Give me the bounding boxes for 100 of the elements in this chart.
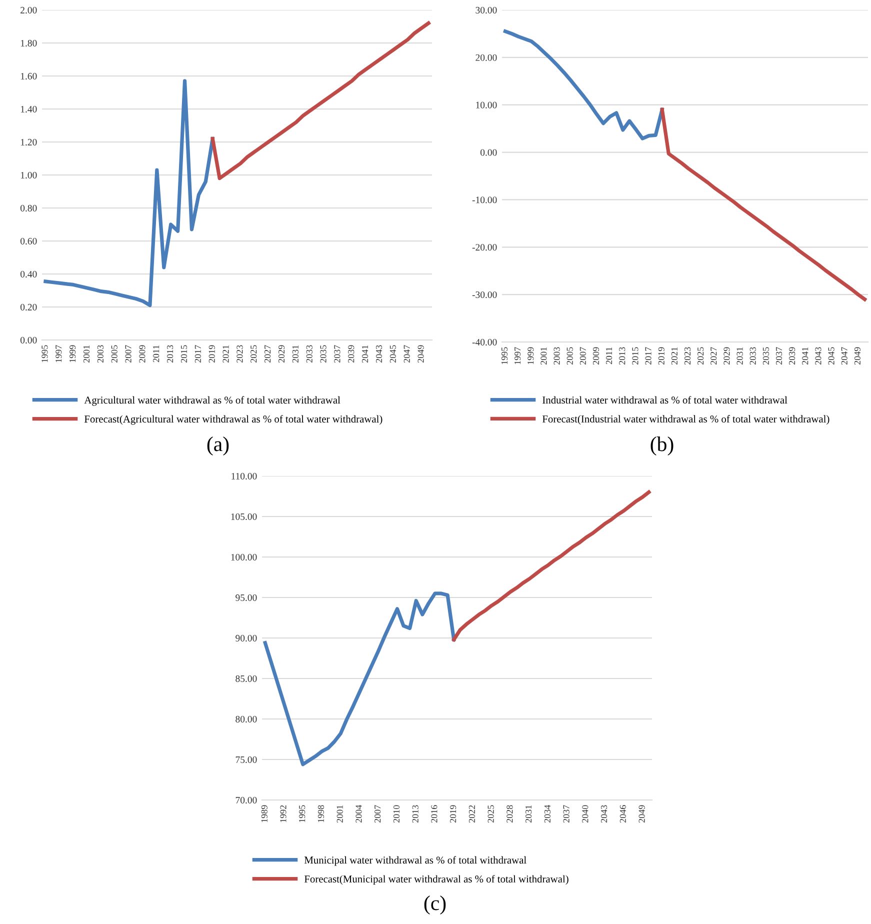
y-tick-label: 90.00 [236,634,257,642]
y-tick-label: -40.00 [472,338,497,346]
line-series [263,592,456,766]
x-tick-label: 2033 [750,347,756,365]
x-tick-label: 2023 [684,347,691,365]
x-tick-label: 2043 [815,347,822,365]
text: (c) [424,896,446,914]
x-tick-label: 1997 [514,347,521,364]
x-tick-label: 2028 [506,805,513,823]
x-tick-label: 2029 [724,347,730,365]
x-tick-label: 2035 [320,345,326,363]
x-tick-label: 1998 [318,805,324,822]
x-tick-label: 2009 [139,345,146,363]
x-tick-label: 2011 [153,345,160,362]
y-tick-label: 0.80 [20,204,37,212]
y-tick-label: 2.00 [20,6,37,14]
x-tick-label: 2005 [111,345,118,363]
y-tick-label: 70.00 [236,796,257,804]
text: (b) [650,436,674,456]
x-tick-label: 2019 [208,345,215,363]
x-tick-label: 2025 [488,805,494,823]
x-tick-label: 2007 [580,347,586,365]
x-tick-label: 1999 [70,345,76,362]
x-tick-label: 2045 [828,347,834,365]
y-tick-label: 0.00 [480,149,497,156]
text: (a) [207,436,229,456]
y-tick-label: 0.60 [20,238,37,245]
x-tick-label: 2031 [526,805,532,823]
x-tick-label: 2027 [710,347,717,365]
x-tick-label: 2017 [194,345,201,363]
x-tick-label: 2007 [125,345,132,363]
x-tick-label: 1995 [42,345,48,362]
x-tick-label: 2001 [83,345,90,363]
x-tick-label: 1995 [299,805,306,822]
x-tick-label: 2021 [222,345,229,363]
y-tick-label: -10.00 [472,196,497,204]
y-tick-label: 95.00 [236,594,257,602]
legend-label: Municipal water withdrawal as % of total withdrawal [304,856,526,866]
x-tick-label: 2037 [776,347,782,365]
y-tick-label: 0.20 [20,304,37,311]
x-tick-label: 1992 [280,805,286,822]
x-tick-label: 2001 [540,347,547,365]
y-tick-label: 0.00 [20,336,37,344]
x-tick-label: 2019 [658,347,664,365]
x-tick-label: 2011 [606,347,612,364]
y-tick-label: 85.00 [236,675,257,682]
x-tick-label: 2016 [431,805,438,823]
x-tick-label: 2022 [468,805,475,823]
x-tick-label: 2033 [306,345,312,363]
x-tick-label: 2010 [393,805,400,823]
x-tick-label: 1989 [261,805,268,822]
x-tick-label: 2027 [264,345,271,363]
x-tick-label: 2035 [762,347,769,365]
x-tick-label: 2041 [362,345,368,363]
y-tick-label: 0.40 [20,270,37,278]
x-tick-label: 2040 [582,805,588,823]
x-tick-label: 2039 [789,347,796,365]
y-tick-label: -30.00 [472,291,497,298]
x-tick-label: 2001 [336,805,343,823]
x-tick-label: 2015 [632,347,638,365]
x-tick-label: 2047 [841,347,848,365]
x-tick-label: 2031 [292,345,298,363]
y-tick-label: -20.00 [472,244,497,251]
y-tick-label: 20.00 [476,54,497,61]
x-tick-label: 2041 [802,347,808,365]
x-tick-label: 2013 [167,345,174,363]
line-series [452,490,651,642]
legend-label: Forecast(Industrial water withdrawal as % of total water withdrawal) [542,415,830,425]
x-tick-label: 2025 [250,345,257,363]
x-tick-label: 1999 [528,347,534,364]
x-tick-label: 2049 [418,345,424,363]
y-tick-label: 75.00 [236,756,257,764]
x-tick-label: 1997 [56,345,62,362]
legend-label: Industrial water withdrawal as % of total water withdrawal [542,396,788,404]
x-tick-label: 2039 [348,345,354,363]
y-tick-label: 110.00 [232,472,257,480]
x-tick-label: 2025 [698,347,704,365]
y-tick-label: 105.00 [231,513,257,520]
x-tick-label: 2013 [619,347,626,365]
legend-label: Forecast(Agricultural water withdrawal as % of total water withdrawal) [84,415,382,425]
x-tick-label: 2045 [390,345,396,363]
x-tick-label: 2015 [180,345,188,363]
legend-label: Forecast(Municipal water withdrawal as % of total withdrawal) [304,875,568,885]
line-series [210,21,430,180]
line-series [503,30,664,140]
x-tick-label: 2017 [645,347,652,365]
x-tick-label: 2013 [412,805,418,823]
y-tick-label: 1.80 [20,40,37,47]
y-tick-label: 1.20 [20,138,37,146]
x-tick-label: 2007 [374,805,381,823]
x-tick-label: 2003 [554,347,560,365]
y-tick-label: 30.00 [476,6,497,14]
y-tick-label: 80.00 [236,716,257,723]
y-tick-label: 1.40 [20,106,37,113]
x-tick-label: 2049 [854,347,860,365]
legend-label: Agricultural water withdrawal as % of total water withdrawal [84,396,340,406]
x-tick-label: 2005 [566,347,573,365]
x-tick-label: 2043 [600,805,608,823]
x-tick-label: 2034 [544,805,550,823]
x-tick-label: 2023 [236,345,243,363]
